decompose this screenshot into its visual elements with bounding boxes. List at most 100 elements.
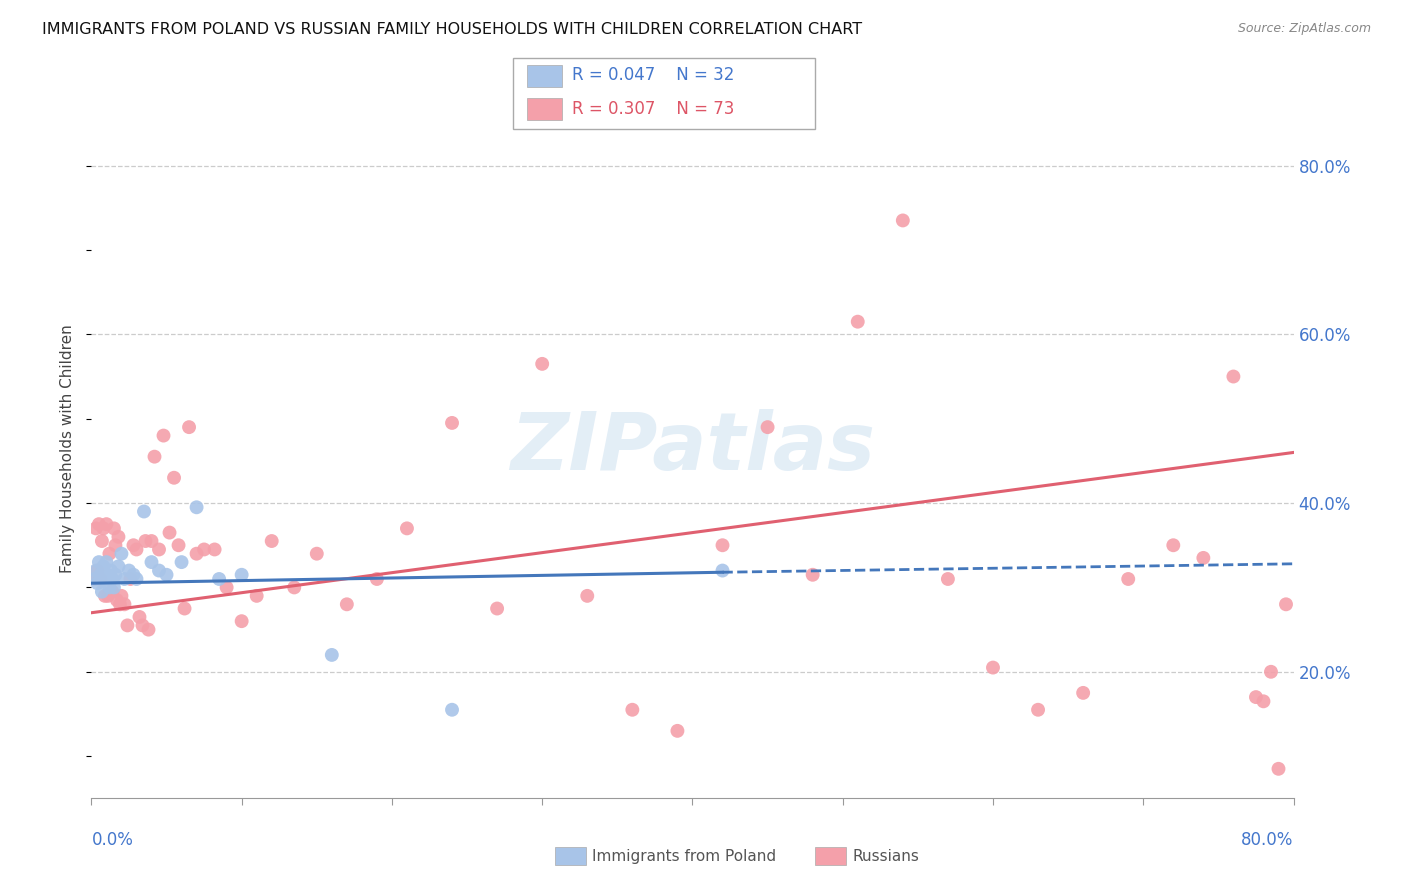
Point — [208, 572, 231, 586]
Point — [891, 213, 914, 227]
Point — [666, 723, 689, 738]
Point — [981, 660, 1004, 674]
Text: 80.0%: 80.0% — [1241, 831, 1294, 849]
Point — [440, 703, 463, 717]
Point — [97, 567, 120, 582]
Point — [305, 547, 328, 561]
Point — [1222, 369, 1244, 384]
Point — [98, 547, 121, 561]
Point — [1116, 572, 1139, 586]
Text: R = 0.047    N = 32: R = 0.047 N = 32 — [572, 66, 734, 84]
Point — [576, 589, 599, 603]
Point — [260, 534, 283, 549]
Point — [204, 542, 226, 557]
Point — [128, 610, 150, 624]
Point — [107, 559, 129, 574]
Point — [531, 357, 554, 371]
Point — [87, 517, 110, 532]
Point — [756, 420, 779, 434]
Point — [395, 521, 418, 535]
Point — [103, 581, 125, 595]
Point — [801, 567, 824, 582]
Point — [105, 593, 128, 607]
Point — [163, 471, 186, 485]
Point — [138, 623, 160, 637]
Point — [90, 584, 112, 599]
Point — [100, 564, 122, 578]
Point — [94, 589, 117, 603]
Point — [143, 450, 166, 464]
Point — [125, 542, 148, 557]
Point — [89, 567, 111, 582]
Point — [89, 572, 111, 586]
Point — [83, 572, 105, 586]
Point — [1161, 538, 1184, 552]
Point — [104, 538, 127, 552]
Point — [711, 538, 734, 552]
Point — [321, 648, 343, 662]
Point — [94, 572, 117, 586]
Point — [846, 315, 869, 329]
Point — [936, 572, 959, 586]
Point — [1267, 762, 1289, 776]
Text: Immigrants from Poland: Immigrants from Poland — [592, 849, 776, 863]
Point — [148, 542, 170, 557]
Point — [110, 589, 132, 603]
Point — [1026, 703, 1049, 717]
Point — [155, 567, 177, 582]
Point — [336, 597, 359, 611]
Point — [101, 572, 124, 586]
Point — [1275, 597, 1298, 611]
Point — [177, 420, 200, 434]
Point — [152, 428, 174, 442]
Point — [148, 564, 170, 578]
Point — [134, 534, 156, 549]
Point — [170, 555, 193, 569]
Point — [107, 530, 129, 544]
Point — [125, 572, 148, 586]
Text: 0.0%: 0.0% — [91, 831, 134, 849]
Point — [100, 584, 122, 599]
Point — [215, 581, 238, 595]
Point — [167, 538, 190, 552]
Point — [86, 564, 108, 578]
Point — [120, 572, 142, 586]
Text: IMMIGRANTS FROM POLAND VS RUSSIAN FAMILY HOUSEHOLDS WITH CHILDREN CORRELATION CH: IMMIGRANTS FROM POLAND VS RUSSIAN FAMILY… — [42, 22, 862, 37]
Point — [108, 597, 131, 611]
Point — [110, 547, 132, 561]
Point — [1253, 694, 1275, 708]
Point — [122, 538, 145, 552]
Point — [621, 703, 644, 717]
Point — [131, 618, 153, 632]
Point — [711, 564, 734, 578]
Point — [122, 567, 145, 582]
Point — [98, 581, 121, 595]
Text: R = 0.307    N = 73: R = 0.307 N = 73 — [572, 100, 734, 118]
Point — [1071, 686, 1094, 700]
Point — [283, 581, 305, 595]
Point — [103, 521, 125, 535]
Point — [486, 601, 509, 615]
Point — [440, 416, 463, 430]
Point — [1192, 550, 1215, 565]
Point — [114, 572, 136, 586]
Point — [231, 567, 253, 582]
Point — [84, 564, 107, 578]
Point — [246, 589, 269, 603]
Point — [97, 589, 120, 603]
Point — [104, 567, 127, 582]
Point — [193, 542, 215, 557]
Point — [141, 555, 163, 569]
Point — [83, 572, 105, 586]
Point — [90, 534, 112, 549]
Text: Source: ZipAtlas.com: Source: ZipAtlas.com — [1237, 22, 1371, 36]
Point — [114, 597, 136, 611]
Point — [87, 555, 110, 569]
Point — [1244, 690, 1267, 705]
Text: Russians: Russians — [852, 849, 920, 863]
Point — [132, 504, 155, 518]
Point — [173, 601, 195, 615]
Point — [93, 559, 115, 574]
Point — [93, 521, 115, 535]
Point — [186, 547, 208, 561]
